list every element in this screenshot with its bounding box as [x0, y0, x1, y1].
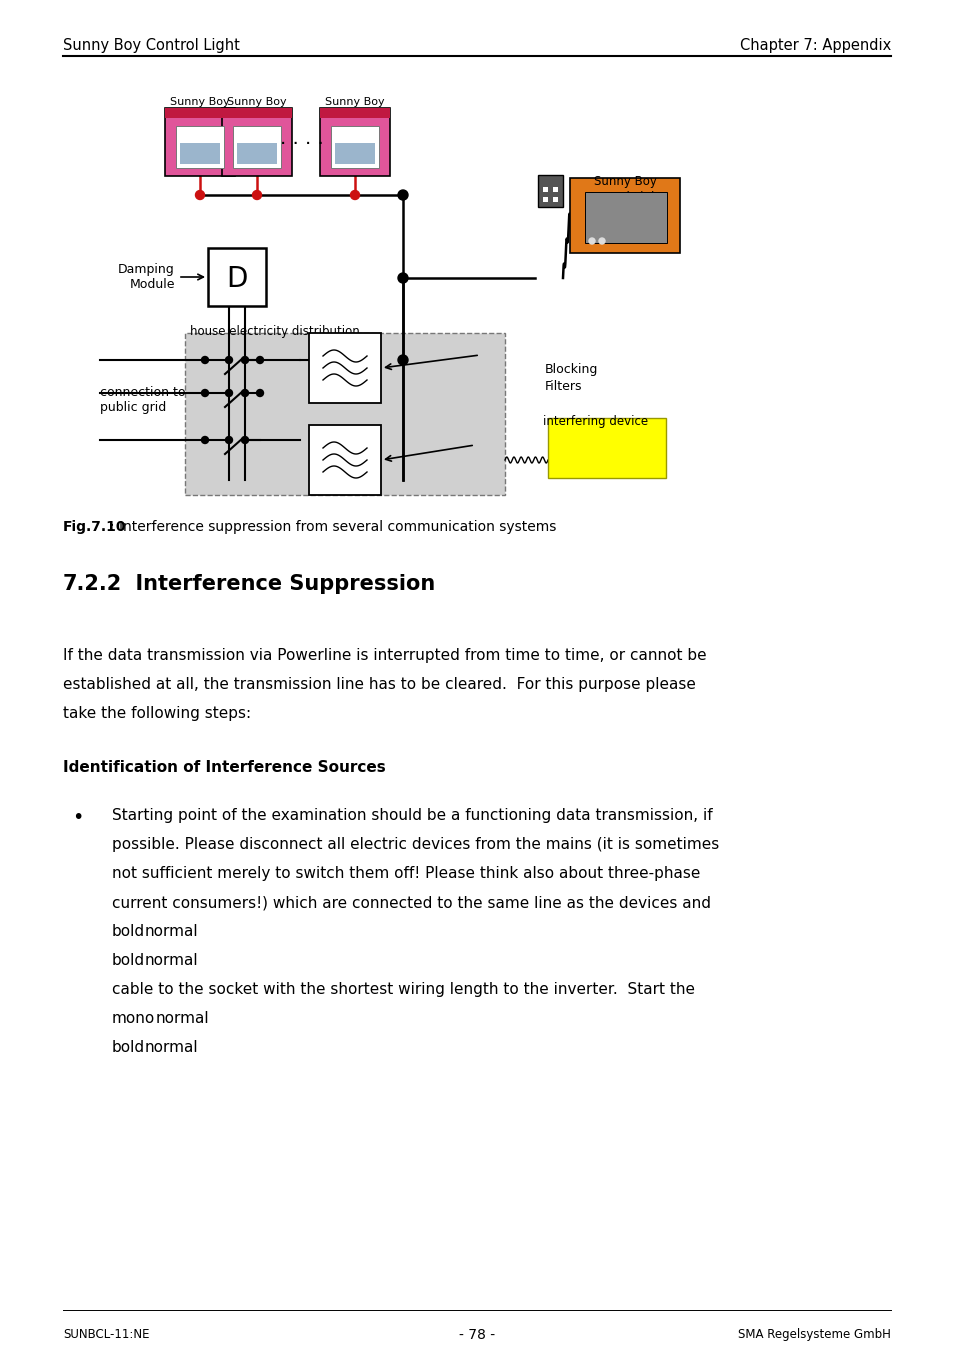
Text: bold: bold — [112, 924, 145, 939]
Text: established at all, the transmission line has to be cleared.  For this purpose p: established at all, the transmission lin… — [63, 677, 695, 692]
Text: house electricity distribution: house electricity distribution — [190, 326, 359, 338]
Text: normal: normal — [145, 1040, 198, 1055]
Text: Damping
Module: Damping Module — [118, 262, 174, 292]
Circle shape — [598, 238, 604, 245]
Bar — [584, 192, 666, 243]
Text: Sunny Boy: Sunny Boy — [227, 97, 287, 107]
Bar — [553, 186, 558, 192]
Text: connection to
public grid: connection to public grid — [100, 385, 185, 415]
Bar — [542, 186, 547, 192]
Circle shape — [225, 357, 233, 363]
Bar — [233, 126, 281, 168]
Bar — [569, 178, 679, 253]
Circle shape — [253, 190, 261, 200]
Circle shape — [397, 190, 408, 200]
Bar — [208, 249, 266, 305]
Text: Sunny Boy Control Light: Sunny Boy Control Light — [63, 38, 239, 53]
Circle shape — [201, 357, 209, 363]
Bar — [542, 197, 547, 203]
Text: normal: normal — [145, 952, 198, 969]
Text: 7.2.2: 7.2.2 — [63, 574, 122, 594]
Circle shape — [241, 357, 248, 363]
Circle shape — [201, 389, 209, 396]
Circle shape — [241, 436, 248, 443]
Circle shape — [201, 436, 209, 443]
Bar — [335, 143, 375, 163]
Bar — [175, 126, 224, 168]
Text: Starting point of the examination should be a functioning data transmission, if: Starting point of the examination should… — [112, 808, 712, 823]
Text: Fig.7.10: Fig.7.10 — [63, 520, 127, 534]
Bar — [319, 108, 390, 118]
Text: Interference Suppression: Interference Suppression — [121, 574, 435, 594]
Circle shape — [350, 190, 359, 200]
Bar — [236, 143, 276, 163]
Text: If the data transmission via Powerline is interrupted from time to time, or cann: If the data transmission via Powerline i… — [63, 648, 706, 663]
Bar — [537, 176, 562, 207]
Bar — [309, 332, 380, 403]
Text: Identification of Interference Sources: Identification of Interference Sources — [63, 761, 385, 775]
Circle shape — [588, 238, 595, 245]
Text: current consumers!) which are connected to the same line as the devices and: current consumers!) which are connected … — [112, 894, 710, 911]
Text: normal: normal — [155, 1011, 209, 1025]
Bar — [553, 197, 558, 203]
Bar — [180, 143, 220, 163]
Circle shape — [256, 357, 263, 363]
Bar — [319, 108, 390, 176]
Text: Sunny Boy: Sunny Boy — [170, 97, 230, 107]
Bar — [185, 332, 504, 494]
Bar — [309, 426, 380, 494]
Text: : Interference suppression from several communication systems: : Interference suppression from several … — [110, 520, 556, 534]
Bar — [222, 108, 292, 118]
Circle shape — [225, 436, 233, 443]
Text: take the following steps:: take the following steps: — [63, 707, 251, 721]
Circle shape — [397, 273, 408, 282]
Text: Blocking
Filters: Blocking Filters — [544, 363, 598, 393]
Bar — [165, 108, 234, 176]
Text: · · · · ·: · · · · · — [279, 135, 335, 154]
Text: SUNBCL-11:NE: SUNBCL-11:NE — [63, 1328, 150, 1342]
Bar — [331, 126, 378, 168]
Circle shape — [256, 389, 263, 396]
Bar — [547, 417, 665, 478]
Text: interfering device: interfering device — [542, 415, 647, 428]
Text: cable to the socket with the shortest wiring length to the inverter.  Start the: cable to the socket with the shortest wi… — [112, 982, 695, 997]
Text: not sufficient merely to switch them off! Please think also about three-phase: not sufficient merely to switch them off… — [112, 866, 700, 881]
Text: bold: bold — [112, 952, 145, 969]
Text: normal: normal — [145, 924, 198, 939]
Text: mono: mono — [112, 1011, 155, 1025]
Text: Chapter 7: Appendix: Chapter 7: Appendix — [739, 38, 890, 53]
Bar — [222, 108, 292, 176]
Text: •: • — [72, 808, 84, 827]
Text: - 78 -: - 78 - — [458, 1328, 495, 1342]
Text: SMA Regelsysteme GmbH: SMA Regelsysteme GmbH — [738, 1328, 890, 1342]
Bar — [165, 108, 234, 118]
Circle shape — [397, 355, 408, 365]
Circle shape — [241, 389, 248, 396]
Text: D: D — [226, 265, 248, 293]
Text: bold: bold — [112, 1040, 145, 1055]
Text: Sunny Boy
Control Light: Sunny Boy Control Light — [586, 176, 662, 204]
Text: Sunny Boy: Sunny Boy — [325, 97, 384, 107]
Text: possible. Please disconnect all electric devices from the mains (it is sometimes: possible. Please disconnect all electric… — [112, 838, 719, 852]
Circle shape — [195, 190, 204, 200]
Circle shape — [225, 389, 233, 396]
